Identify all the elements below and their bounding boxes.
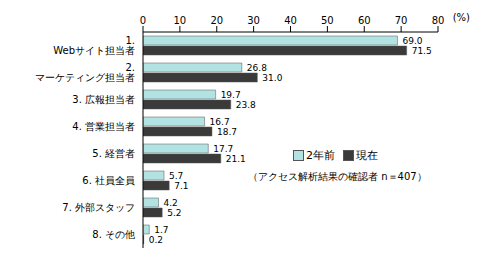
svg-text:70: 70 — [395, 15, 408, 26]
html-text:（アクセス解析結果の確認者 n＝407）: （アクセス解析結果の確認者 n＝407） — [248, 171, 427, 182]
svg-text:5.7: 5.7 — [169, 171, 183, 181]
svg-text:40: 40 — [284, 15, 297, 26]
svg-text:80: 80 — [432, 15, 445, 26]
svg-text:5.2: 5.2 — [167, 208, 181, 218]
svg-text:4. 営業担当者: 4. 営業担当者 — [72, 121, 135, 132]
svg-text:60: 60 — [358, 15, 371, 26]
svg-text:19.7: 19.7 — [221, 90, 241, 100]
svg-text:71.5: 71.5 — [412, 46, 432, 56]
svg-text:7.1: 7.1 — [174, 181, 188, 191]
html-text:2年前: 2年前 — [306, 149, 335, 162]
svg-text:50: 50 — [321, 15, 334, 26]
html-text:現在: 現在 — [356, 149, 378, 162]
svg-text:1.Webサイト担当者: 1.Webサイト担当者 — [53, 35, 135, 56]
svg-text:0.2: 0.2 — [149, 235, 163, 245]
svg-text:17.7: 17.7 — [213, 144, 233, 154]
svg-text:8. その他: 8. その他 — [92, 229, 135, 240]
svg-text:3. 広報担当者: 3. 広報担当者 — [72, 94, 135, 105]
svg-text:69.0: 69.0 — [402, 36, 422, 46]
svg-text:2.マーケティング担当者: 2.マーケティング担当者 — [35, 62, 135, 83]
svg-text:4.2: 4.2 — [163, 198, 177, 208]
svg-text:6. 社員全員: 6. 社員全員 — [82, 175, 135, 186]
svg-text:26.8: 26.8 — [247, 63, 267, 73]
svg-text:16.7: 16.7 — [210, 117, 230, 127]
svg-text:1.7: 1.7 — [154, 225, 168, 235]
svg-text:0: 0 — [140, 15, 146, 26]
svg-text:7. 外部スタッフ: 7. 外部スタッフ — [62, 202, 135, 213]
svg-text:23.8: 23.8 — [236, 100, 256, 110]
svg-text:18.7: 18.7 — [217, 127, 237, 137]
svg-text:31.0: 31.0 — [262, 73, 282, 83]
svg-text:10: 10 — [174, 15, 187, 26]
svg-text:30: 30 — [247, 15, 260, 26]
svg-text:20: 20 — [210, 15, 223, 26]
svg-text:5. 経営者: 5. 経営者 — [92, 148, 135, 159]
svg-text:21.1: 21.1 — [226, 154, 246, 164]
